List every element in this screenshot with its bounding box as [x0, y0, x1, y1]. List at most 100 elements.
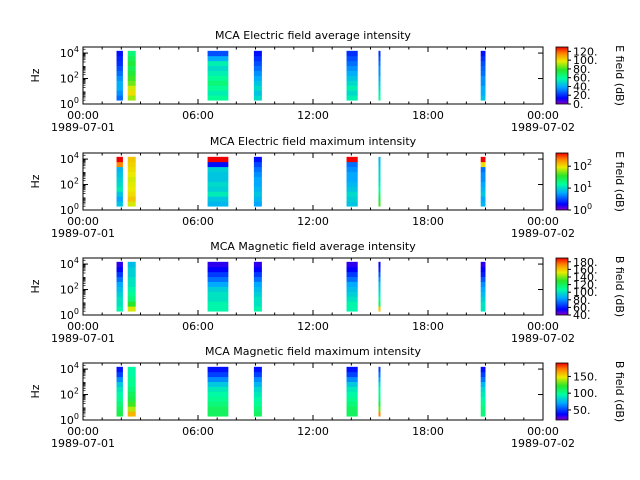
- data-column: [127, 50, 136, 101]
- data-cell: [346, 396, 358, 402]
- colorbar-label: B field (dB): [613, 256, 626, 317]
- data-cell: [480, 366, 486, 373]
- x-tick-date-label: 1989-07-02: [511, 121, 575, 134]
- data-cell: [480, 271, 486, 278]
- colorbar-tick-label: 60.: [573, 72, 591, 85]
- data-cell: [127, 386, 136, 392]
- data-cell: [480, 70, 486, 76]
- y-tick-label: 100: [60, 307, 79, 322]
- data-cell: [378, 281, 381, 287]
- data-cell: [480, 266, 486, 273]
- plot-frame: [82, 362, 544, 421]
- data-column: [480, 366, 486, 417]
- data-cell: [346, 406, 358, 412]
- data-cell: [480, 191, 486, 197]
- data-cell: [207, 166, 229, 173]
- data-cell: [116, 286, 123, 292]
- data-cell: [116, 301, 123, 307]
- data-cell: [480, 60, 486, 67]
- data-cell: [207, 411, 229, 417]
- data-cell: [480, 286, 486, 292]
- data-cell: [378, 166, 381, 173]
- data-column: [378, 261, 381, 312]
- plot-frame: [82, 257, 544, 316]
- data-column: [253, 156, 262, 207]
- data-cell: [480, 90, 486, 96]
- data-cell: [480, 391, 486, 397]
- x-tick-date-label: 1989-07-02: [511, 227, 575, 240]
- data-cell: [207, 75, 229, 81]
- data-cell: [253, 176, 262, 182]
- data-cell: [378, 386, 381, 392]
- data-cell: [346, 75, 358, 81]
- data-cell: [116, 186, 123, 192]
- x-tick-label: 12:00: [297, 320, 329, 333]
- data-cell: [116, 90, 123, 96]
- colorbar-tick-label: 80.: [573, 63, 591, 76]
- data-cell: [346, 286, 358, 292]
- data-column: [480, 156, 486, 207]
- data-cell: [116, 306, 123, 312]
- data-cell: [116, 166, 123, 173]
- data-cell: [378, 90, 381, 96]
- data-cell: [127, 65, 136, 71]
- data-cell: [253, 181, 262, 187]
- data-column: [378, 50, 381, 101]
- data-cell: [207, 406, 229, 412]
- data-cell: [378, 396, 381, 402]
- data-cell: [116, 201, 123, 207]
- x-tick-label: 12:00: [297, 109, 329, 122]
- data-cell: [116, 401, 123, 407]
- data-cell: [116, 366, 123, 373]
- data-cell: [253, 201, 262, 207]
- data-cell: [127, 186, 136, 192]
- data-cell: [253, 381, 262, 387]
- colorbar-tick-label: 80.: [573, 294, 591, 307]
- data-cell: [127, 411, 136, 417]
- data-cell: [253, 266, 262, 273]
- x-tick-label: 06:00: [182, 425, 214, 438]
- data-cell: [253, 90, 262, 96]
- data-cell: [480, 176, 486, 182]
- panel-title: MCA Electric field average intensity: [215, 29, 411, 42]
- data-cell: [253, 276, 262, 282]
- data-cell: [207, 60, 229, 67]
- colorbar: [555, 152, 569, 211]
- data-cell: [480, 55, 486, 62]
- data-cell: [116, 50, 123, 57]
- data-cell: [127, 406, 136, 412]
- x-tick-label: 18:00: [412, 425, 444, 438]
- data-cell: [207, 196, 229, 202]
- data-cell: [127, 296, 136, 302]
- y-tick-label: 102: [60, 282, 79, 297]
- data-cell: [378, 196, 381, 202]
- data-cell: [346, 85, 358, 91]
- data-cell: [207, 181, 229, 187]
- data-cell: [116, 381, 123, 387]
- colorbar-label: E field (dB): [613, 45, 626, 106]
- data-cell: [127, 161, 136, 168]
- data-cell: [127, 396, 136, 402]
- data-cell: [480, 171, 486, 177]
- data-cell: [378, 50, 381, 57]
- data-cell: [346, 171, 358, 177]
- data-cell: [346, 60, 358, 67]
- colorbar-tick-label: 50.: [573, 404, 591, 417]
- data-column: [480, 261, 486, 312]
- y-tick-label: 104: [60, 45, 79, 60]
- data-cell: [116, 391, 123, 397]
- data-cell: [253, 411, 262, 417]
- data-cell: [207, 386, 229, 392]
- data-cell: [480, 301, 486, 307]
- data-cell: [127, 391, 136, 397]
- data-column: [127, 156, 136, 207]
- data-cell: [253, 296, 262, 302]
- data-cell: [253, 65, 262, 71]
- data-cell: [253, 75, 262, 81]
- data-cell: [207, 291, 229, 297]
- data-cell: [116, 376, 123, 383]
- data-cell: [207, 191, 229, 197]
- data-cell: [116, 281, 123, 287]
- data-cell: [127, 366, 136, 373]
